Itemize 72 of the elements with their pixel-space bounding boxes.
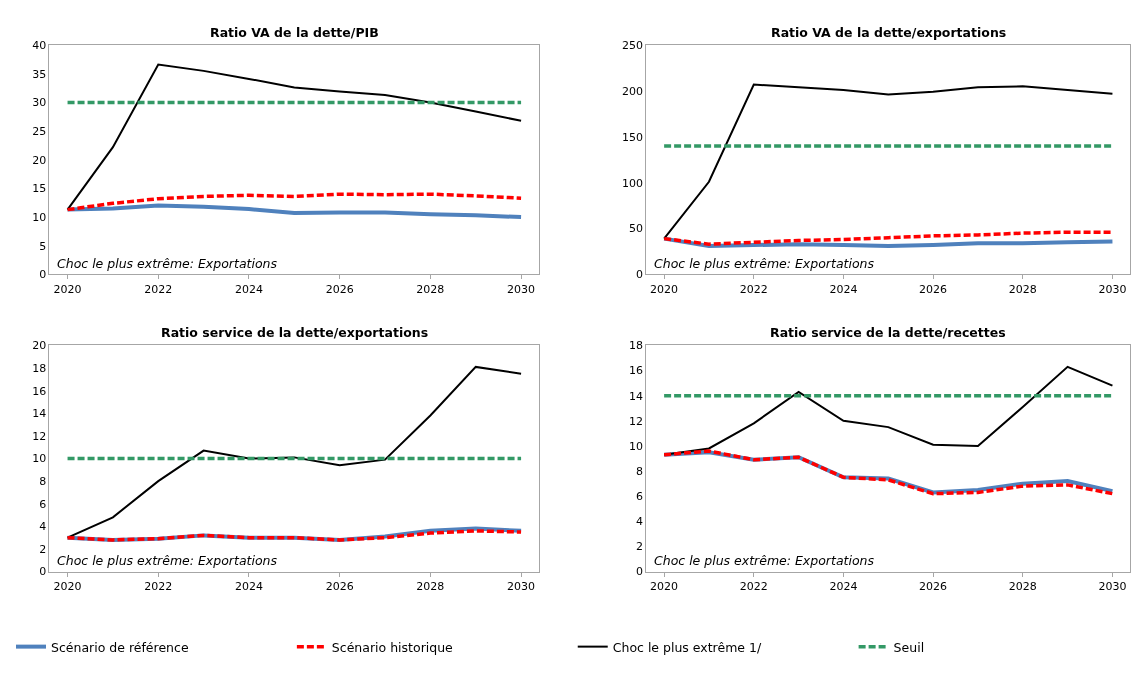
y-tick-label: 10	[32, 210, 47, 224]
legend-label: Scénario historique	[331, 639, 454, 655]
y-tick-label: 4	[635, 515, 643, 529]
x-tick-label: 2022	[739, 579, 768, 593]
x-tick-label: 2028	[1008, 579, 1037, 593]
y-tick-label: 0	[39, 268, 47, 282]
y-tick-label: 15	[32, 182, 47, 196]
annotation: Choc le plus extrême: Exportations	[654, 553, 875, 568]
y-tick-label: 2	[39, 542, 47, 556]
y-tick-label: 8	[635, 464, 643, 478]
annotation: Choc le plus extrême: Exportations	[654, 256, 875, 271]
x-tick-label: 2022	[144, 579, 173, 593]
x-tick-label: 2024	[234, 282, 263, 296]
x-tick-label: 2024	[829, 579, 858, 593]
x-tick-label: 2020	[53, 579, 82, 593]
x-tick-label: 2028	[1008, 282, 1037, 296]
y-tick-label: 10	[628, 439, 643, 453]
y-tick-label: 16	[628, 364, 643, 378]
y-tick-label: 200	[621, 84, 643, 98]
x-tick-label: 2020	[53, 282, 82, 296]
y-tick-label: 150	[621, 130, 643, 144]
annotation: Choc le plus extrême: Exportations	[57, 256, 278, 271]
y-tick-label: 25	[32, 124, 47, 138]
x-tick-label: 2028	[416, 282, 445, 296]
y-tick-label: 14	[32, 407, 47, 421]
y-tick-label: 6	[39, 497, 47, 511]
x-tick-label: 2026	[325, 282, 354, 296]
y-tick-label: 20	[32, 339, 47, 353]
x-tick-label: 2024	[829, 282, 858, 296]
y-tick-label: 0	[39, 565, 47, 579]
legend-label: Scénario de référence	[51, 639, 189, 655]
x-tick-label: 2030	[507, 282, 536, 296]
y-tick-label: 20	[32, 153, 47, 167]
y-tick-label: 6	[635, 490, 643, 504]
y-tick-label: 0	[635, 565, 643, 579]
x-tick-label: 2026	[919, 282, 948, 296]
y-tick-label: 35	[32, 67, 47, 81]
legend-label: Seuil	[893, 639, 925, 655]
y-tick-label: 10	[32, 452, 47, 466]
y-tick-label: 14	[628, 389, 643, 403]
y-tick-label: 16	[32, 384, 47, 398]
y-tick-label: 12	[32, 429, 47, 443]
x-tick-label: 2030	[1098, 282, 1127, 296]
y-tick-label: 8	[39, 474, 47, 488]
x-tick-label: 2020	[650, 579, 679, 593]
y-tick-label: 50	[628, 222, 643, 236]
x-tick-label: 2028	[416, 579, 445, 593]
legend-label: Choc le plus extrême 1/	[612, 639, 762, 655]
annotation: Choc le plus extrême: Exportations	[57, 553, 278, 568]
y-tick-label: 4	[39, 520, 47, 534]
chart-title: Ratio VA de la dette/exportations	[771, 25, 1007, 40]
y-tick-label: 12	[628, 414, 643, 428]
y-tick-label: 100	[621, 176, 643, 190]
x-tick-label: 2024	[234, 579, 263, 593]
x-tick-label: 2022	[739, 282, 768, 296]
x-tick-label: 2026	[919, 579, 948, 593]
chart-title: Ratio service de la dette/recettes	[770, 325, 1006, 340]
y-tick-label: 40	[32, 38, 47, 52]
y-tick-label: 5	[39, 239, 47, 253]
x-tick-label: 2022	[144, 282, 173, 296]
x-tick-label: 2020	[650, 282, 679, 296]
y-tick-label: 18	[628, 339, 643, 353]
chart-title: Ratio VA de la dette/PIB	[210, 25, 379, 40]
y-tick-label: 30	[32, 96, 47, 110]
x-tick-label: 2026	[325, 579, 354, 593]
y-tick-label: 0	[635, 268, 643, 282]
y-tick-label: 250	[621, 38, 643, 52]
x-tick-label: 2030	[1098, 579, 1127, 593]
chart-title: Ratio service de la dette/exportations	[161, 325, 429, 340]
y-tick-label: 2	[635, 540, 643, 554]
x-tick-label: 2030	[507, 579, 536, 593]
y-tick-label: 18	[32, 361, 47, 375]
